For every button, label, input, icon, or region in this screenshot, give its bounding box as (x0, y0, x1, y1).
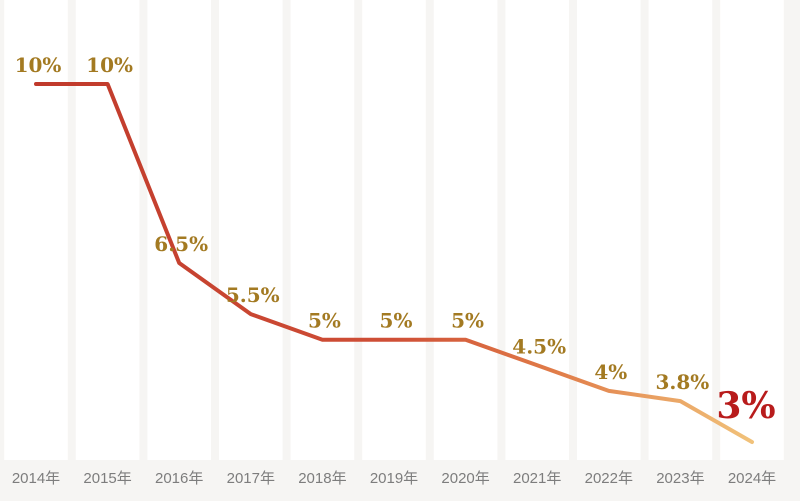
data-point (177, 261, 181, 265)
data-label: 5% (451, 309, 484, 333)
data-label: 5% (308, 309, 341, 333)
data-label: 5.5% (226, 283, 280, 307)
x-tick-label: 2018年 (298, 470, 346, 487)
data-point (607, 389, 611, 393)
data-label: 10% (86, 53, 133, 77)
column-background (147, 0, 211, 460)
data-label: 5% (380, 309, 413, 333)
data-point (392, 338, 396, 342)
x-tick-label: 2017年 (227, 470, 275, 487)
x-tick-label: 2020年 (441, 470, 489, 487)
x-tick-label: 2023年 (656, 470, 704, 487)
column-background (505, 0, 569, 460)
data-label-highlight: 3% (716, 385, 775, 427)
column-background (433, 0, 498, 460)
column-background (290, 0, 355, 460)
data-label: 4.5% (512, 334, 566, 358)
column-background (4, 0, 68, 460)
data-point (320, 338, 324, 342)
column-backgrounds (4, 0, 784, 460)
data-point (678, 399, 682, 403)
x-axis-ticks: 2014年 2015年 2016年 2017年 2018年 2019年 2020年 2021年… (12, 470, 776, 487)
data-point (106, 82, 110, 86)
data-label: 10% (15, 53, 62, 77)
data-point (750, 440, 754, 444)
column-background (720, 0, 784, 460)
x-tick-label: 2016年 (155, 470, 203, 487)
x-tick-label: 2024年 (728, 470, 776, 487)
data-labels: 10% 10% 6.5% 5.5% 5% 5% 5% 4.5% 4% 3.8% 3% (15, 53, 776, 427)
x-tick-label: 2022年 (585, 470, 633, 487)
x-tick-label: 2019年 (370, 470, 418, 487)
data-label: 3.8% (655, 370, 709, 394)
column-background (362, 0, 426, 460)
data-point (34, 82, 38, 86)
data-label: 6.5% (154, 232, 208, 256)
column-background (219, 0, 283, 460)
x-tick-label: 2015年 (83, 470, 131, 487)
data-point (535, 363, 539, 367)
column-background (648, 0, 713, 460)
column-background (75, 0, 140, 460)
x-tick-label: 2014年 (12, 470, 60, 487)
data-point (249, 312, 253, 316)
data-label: 4% (594, 360, 627, 384)
series-line (34, 82, 754, 444)
x-tick-label: 2021年 (513, 470, 561, 487)
data-point (464, 338, 468, 342)
